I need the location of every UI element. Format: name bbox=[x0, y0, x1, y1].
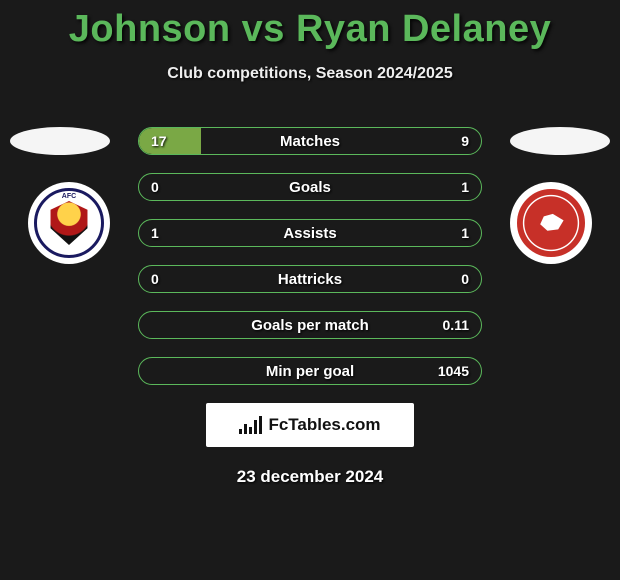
stats-list: 17Matches90Goals11Assists10Hattricks0Goa… bbox=[138, 127, 482, 385]
stat-value-right: 1 bbox=[461, 225, 469, 241]
stat-row: Min per goal1045 bbox=[138, 357, 482, 385]
stat-value-right: 0 bbox=[461, 271, 469, 287]
stat-value-right: 1045 bbox=[438, 363, 469, 379]
swindon-crest bbox=[515, 187, 587, 259]
brand-bars-icon bbox=[239, 416, 262, 434]
stat-value-right: 9 bbox=[461, 133, 469, 149]
comparison-container: AFC 17Matches90Goals11Assists10Hattricks… bbox=[0, 127, 620, 385]
stat-row: Goals per match0.11 bbox=[138, 311, 482, 339]
stat-row: 1Assists1 bbox=[138, 219, 482, 247]
stat-label: Min per goal bbox=[139, 363, 481, 380]
player-right-silhouette bbox=[510, 127, 610, 155]
stat-row: 17Matches9 bbox=[138, 127, 482, 155]
player-left-silhouette bbox=[10, 127, 110, 155]
stat-value-right: 1 bbox=[461, 179, 469, 195]
stat-label: Hattricks bbox=[139, 271, 481, 288]
subtitle: Club competitions, Season 2024/2025 bbox=[0, 65, 620, 83]
date-text: 23 december 2024 bbox=[0, 467, 620, 487]
stat-label: Assists bbox=[139, 225, 481, 242]
club-badge-right bbox=[510, 182, 592, 264]
stat-row: 0Hattricks0 bbox=[138, 265, 482, 293]
brand-text: FcTables.com bbox=[268, 415, 380, 435]
stat-row: 0Goals1 bbox=[138, 173, 482, 201]
page-title: Johnson vs Ryan Delaney bbox=[0, 0, 620, 51]
stat-value-right: 0.11 bbox=[443, 317, 469, 333]
stat-label: Matches bbox=[139, 133, 481, 150]
stat-label: Goals bbox=[139, 179, 481, 196]
club-badge-left: AFC bbox=[28, 182, 110, 264]
brand-badge: FcTables.com bbox=[206, 403, 414, 447]
stat-label: Goals per match bbox=[139, 317, 481, 334]
afc-wimbledon-crest: AFC bbox=[34, 188, 104, 258]
